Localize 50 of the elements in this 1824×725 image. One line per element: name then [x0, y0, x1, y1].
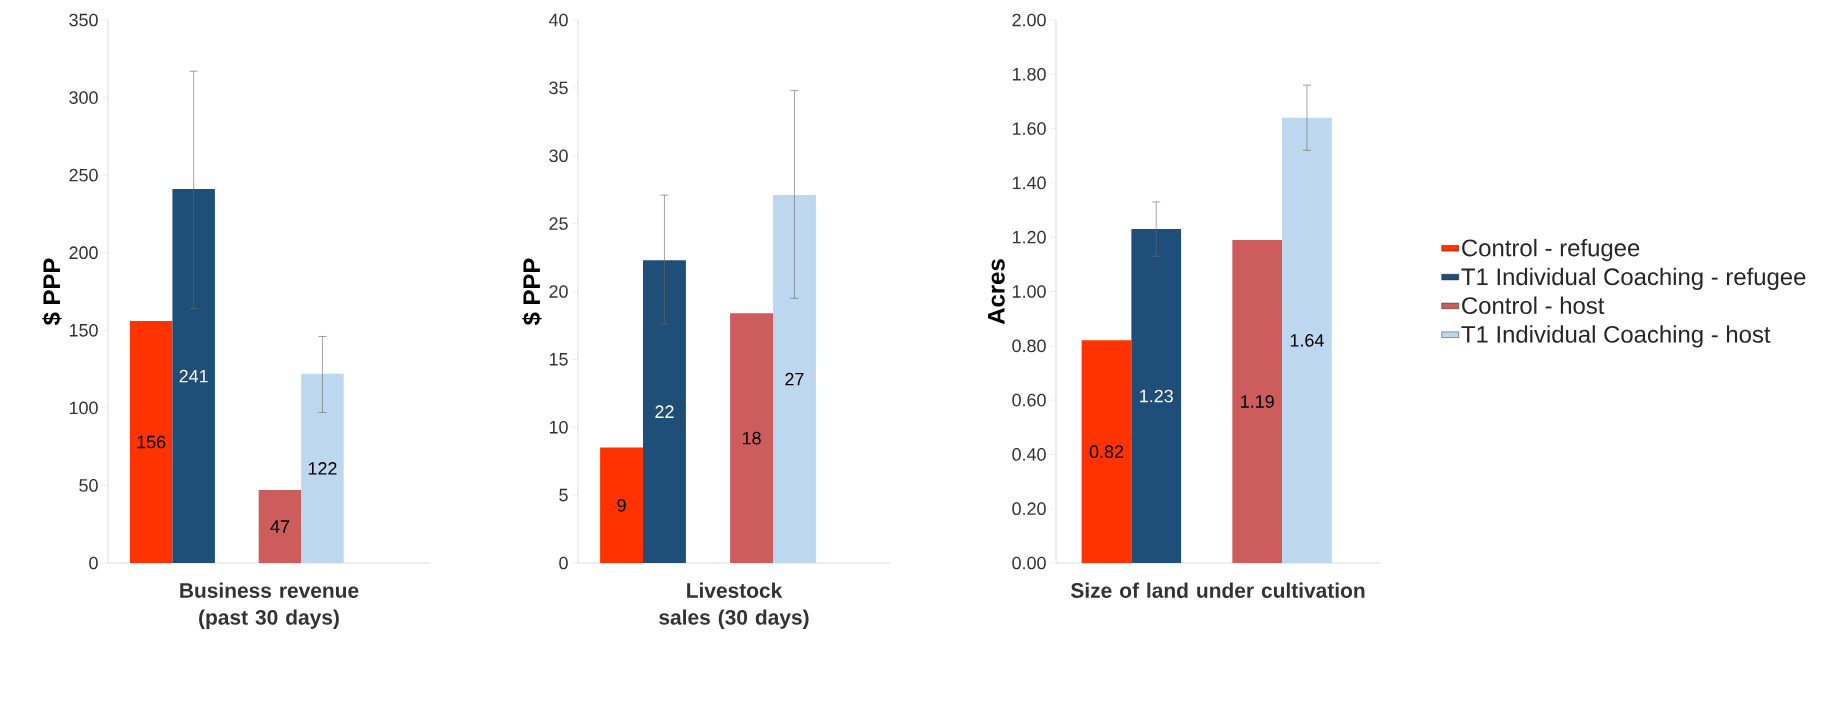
- x-axis-title: Business revenue (past 30 days): [180, 582, 359, 629]
- data-label: 122: [308, 462, 337, 475]
- y-tick-label: 1.00: [1012, 285, 1046, 298]
- y-tick-label: 300: [69, 91, 98, 104]
- y-tick-label: 0.20: [1012, 502, 1046, 516]
- y-tick-label: 200: [69, 246, 98, 260]
- y-tick-label: 50: [79, 479, 98, 492]
- y-tick-label: 15: [549, 353, 568, 366]
- data-label: 241: [179, 369, 208, 383]
- y-tick-label: 0.40: [1012, 448, 1046, 461]
- y-tick-label: 20: [549, 285, 568, 298]
- y-tick-label: 0: [89, 556, 98, 570]
- y-tick-label: 1.20: [1012, 230, 1046, 244]
- y-tick-label: 35: [549, 81, 568, 95]
- y-tick-label: 1.60: [1012, 122, 1046, 135]
- y-tick-label: 25: [549, 217, 568, 230]
- data-label: 9: [617, 498, 626, 512]
- data-label: 156: [137, 435, 166, 449]
- y-tick-label: 0.80: [1012, 339, 1046, 353]
- y-tick-label: 0: [559, 556, 568, 570]
- legend-label: T1 Individual Coaching - refugee: [1461, 267, 1806, 290]
- y-tick-label: 350: [69, 13, 98, 27]
- y-tick-label: 150: [69, 323, 98, 337]
- y-axis-title: $ PPP: [522, 258, 542, 326]
- x-axis-title: Size of land under cultivation: [1071, 582, 1365, 598]
- x-axis-title: Livestock sales (30 days): [659, 582, 809, 629]
- y-tick-label: 30: [549, 149, 568, 163]
- y-tick-label: 1.80: [1012, 67, 1046, 81]
- legend-label: Control - host: [1462, 296, 1605, 315]
- y-tick-label: 100: [69, 401, 98, 415]
- legend-label: Control - refugee: [1462, 238, 1640, 262]
- y-tick-label: 0.60: [1012, 393, 1046, 407]
- data-label: 47: [270, 520, 290, 533]
- data-label: 1.23: [1140, 389, 1173, 403]
- y-tick-label: 2.00: [1012, 13, 1046, 27]
- y-axis-title: $ PPP: [42, 258, 62, 326]
- y-tick-label: 10: [549, 420, 568, 434]
- data-label: 1.64: [1290, 334, 1324, 347]
- data-label: 27: [785, 372, 804, 386]
- data-label: 0.82: [1089, 445, 1124, 459]
- y-tick-label: 40: [548, 13, 568, 27]
- y-axis-title: Acres: [988, 259, 1005, 325]
- y-tick-label: 0.00: [1012, 556, 1046, 570]
- data-label: 18: [742, 431, 761, 445]
- y-tick-label: 1.40: [1012, 176, 1046, 190]
- data-label: 1.19: [1241, 395, 1274, 408]
- y-tick-label: 250: [69, 168, 98, 182]
- data-label: 22: [655, 405, 674, 418]
- y-tick-label: 5: [559, 488, 568, 502]
- legend-label: T1 Individual Coaching - host: [1461, 325, 1771, 348]
